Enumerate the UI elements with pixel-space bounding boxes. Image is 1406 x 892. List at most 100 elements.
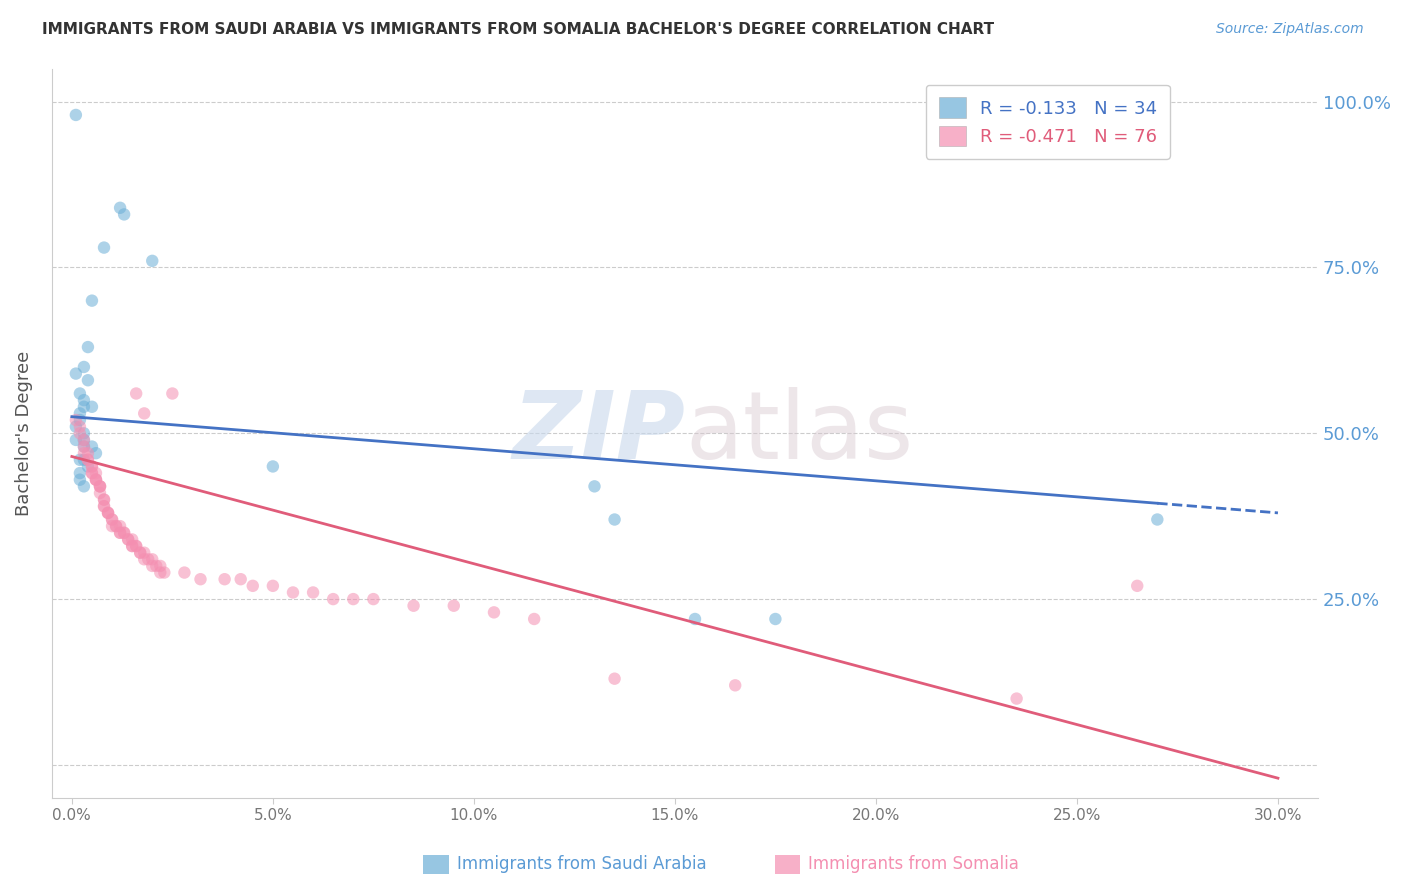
Point	[402, 599, 425, 613]
Point	[65, 413, 87, 427]
Point	[149, 566, 172, 580]
Point	[73, 359, 96, 374]
Point	[97, 506, 120, 520]
Point	[69, 473, 91, 487]
Point	[141, 253, 163, 268]
Point	[108, 525, 131, 540]
Point	[69, 426, 91, 441]
Point	[153, 566, 176, 580]
Point	[93, 492, 115, 507]
Text: atlas: atlas	[685, 387, 912, 479]
Point	[84, 473, 107, 487]
Point	[93, 500, 115, 514]
Point	[1146, 512, 1168, 526]
Point	[89, 479, 111, 493]
Point	[89, 479, 111, 493]
Point	[80, 466, 103, 480]
Point	[77, 373, 100, 387]
Point	[105, 519, 128, 533]
Point	[77, 452, 100, 467]
Point	[1005, 691, 1028, 706]
Point	[80, 466, 103, 480]
Point	[73, 433, 96, 447]
Point	[73, 433, 96, 447]
Point	[108, 201, 131, 215]
Point	[134, 546, 156, 560]
Point	[583, 479, 606, 493]
Point	[136, 552, 159, 566]
Point	[89, 479, 111, 493]
Point	[112, 207, 135, 221]
Point	[262, 579, 284, 593]
Point	[129, 546, 152, 560]
Point	[683, 612, 706, 626]
Point	[443, 599, 465, 613]
Point	[73, 400, 96, 414]
Point	[229, 572, 252, 586]
Point	[105, 519, 128, 533]
Point	[262, 459, 284, 474]
Point	[101, 512, 124, 526]
Point	[112, 525, 135, 540]
Point	[84, 473, 107, 487]
Point	[69, 452, 91, 467]
Point	[214, 572, 236, 586]
Point	[141, 552, 163, 566]
Text: ZIP: ZIP	[512, 387, 685, 479]
Point	[145, 558, 167, 573]
Legend: R = -0.133   N = 34, R = -0.471   N = 76: R = -0.133 N = 34, R = -0.471 N = 76	[927, 85, 1170, 159]
Point	[65, 367, 87, 381]
Point	[84, 466, 107, 480]
Point	[80, 440, 103, 454]
Point	[69, 386, 91, 401]
Point	[77, 452, 100, 467]
Point	[80, 293, 103, 308]
Point	[121, 539, 143, 553]
Point	[89, 486, 111, 500]
Point	[242, 579, 264, 593]
Point	[101, 512, 124, 526]
Point	[73, 393, 96, 408]
Point	[69, 419, 91, 434]
Point	[162, 386, 184, 401]
Point	[724, 678, 747, 692]
Point	[73, 479, 96, 493]
Point	[134, 406, 156, 420]
Point	[141, 558, 163, 573]
Text: Source: ZipAtlas.com: Source: ZipAtlas.com	[1216, 22, 1364, 37]
Point	[93, 241, 115, 255]
Point	[80, 459, 103, 474]
Point	[65, 433, 87, 447]
Point	[112, 525, 135, 540]
Point	[73, 440, 96, 454]
Point	[125, 539, 148, 553]
Point	[129, 546, 152, 560]
Point	[77, 459, 100, 474]
Point	[77, 340, 100, 354]
Point	[65, 419, 87, 434]
Point	[121, 533, 143, 547]
Point	[190, 572, 212, 586]
Point	[125, 539, 148, 553]
Point	[108, 519, 131, 533]
Point	[117, 533, 139, 547]
Point	[69, 413, 91, 427]
Y-axis label: Bachelor's Degree: Bachelor's Degree	[15, 351, 32, 516]
Point	[93, 492, 115, 507]
Point	[101, 519, 124, 533]
Text: Immigrants from Saudi Arabia: Immigrants from Saudi Arabia	[457, 855, 707, 873]
Point	[482, 606, 505, 620]
Point	[1126, 579, 1149, 593]
Point	[523, 612, 546, 626]
Text: IMMIGRANTS FROM SAUDI ARABIA VS IMMIGRANTS FROM SOMALIA BACHELOR'S DEGREE CORREL: IMMIGRANTS FROM SAUDI ARABIA VS IMMIGRAN…	[42, 22, 994, 37]
Point	[342, 592, 364, 607]
Point	[65, 108, 87, 122]
Point	[125, 386, 148, 401]
Point	[117, 533, 139, 547]
Point	[73, 440, 96, 454]
Point	[80, 459, 103, 474]
Point	[108, 525, 131, 540]
Point	[363, 592, 385, 607]
Point	[763, 612, 786, 626]
Point	[77, 446, 100, 460]
